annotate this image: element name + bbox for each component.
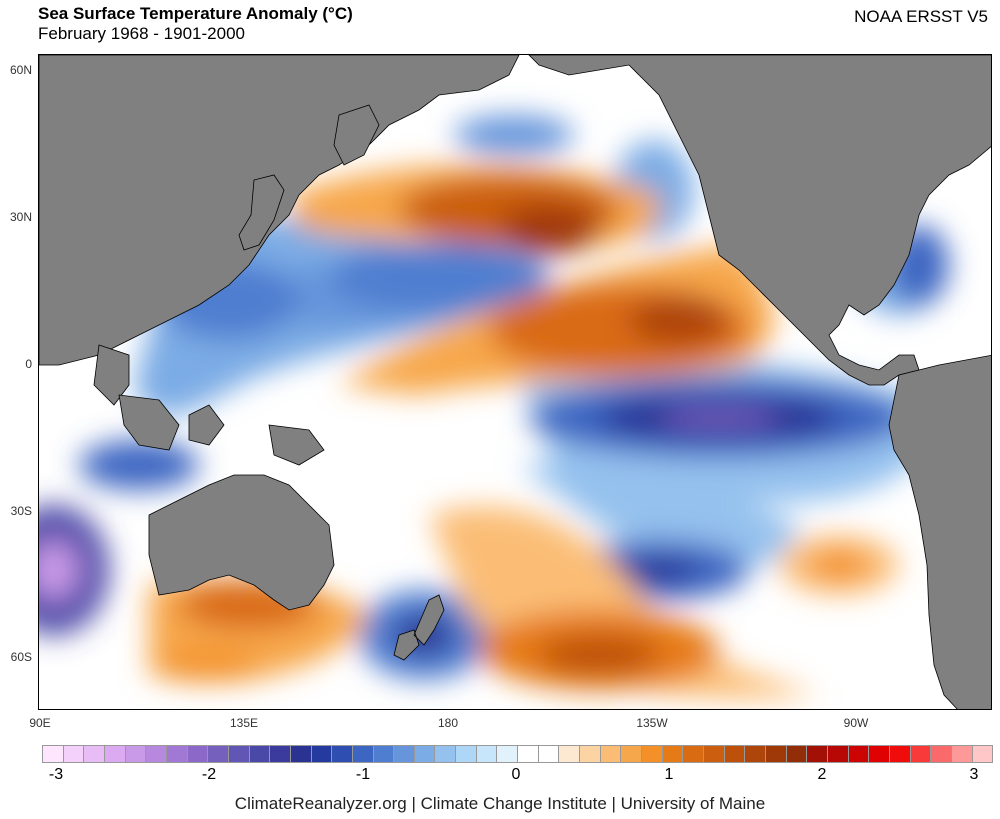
lon-label-180: 180 — [437, 716, 459, 730]
lat-label-60s: 60S — [10, 650, 32, 664]
colorbar-swatch — [393, 745, 415, 763]
colorbar-swatch — [42, 745, 64, 763]
colorbar-swatch — [207, 745, 229, 763]
chart-title: Sea Surface Temperature Anomaly (°C) — [38, 4, 353, 23]
colorbar-swatch — [289, 745, 312, 763]
colorbar-swatch — [785, 745, 808, 763]
new-zealand-landmass — [393, 594, 445, 661]
colorbar-swatch — [620, 745, 643, 763]
colorbar-swatch — [413, 745, 436, 763]
colorbar-swatch — [269, 745, 291, 763]
colorbar-swatch — [930, 745, 952, 763]
colorbar-swatch — [558, 745, 581, 763]
north-america-landmass — [528, 55, 991, 386]
colorbar-swatch — [641, 745, 663, 763]
colorbar-swatch — [83, 745, 105, 763]
colorbar-tick-label: 0 — [511, 766, 521, 783]
colorbar-swatch — [744, 745, 766, 763]
lat-label-equator: 0 — [25, 357, 32, 371]
colorbar-swatch — [599, 745, 622, 763]
colorbar-swatch — [475, 745, 498, 763]
colorbar-swatch — [517, 745, 539, 763]
colorbar-tick-label: 3 — [969, 766, 979, 783]
north-pacific-cool-core — [329, 242, 549, 312]
japan-islands — [238, 174, 285, 251]
credit-footer: ClimateReanalyzer.org | Climate Change I… — [234, 794, 766, 813]
colorbar-swatch — [868, 745, 890, 763]
colorbar-swatch — [248, 745, 271, 763]
colorbar-legend — [42, 745, 994, 763]
colorbar-swatch — [950, 745, 973, 763]
colorbar-swatch — [537, 745, 560, 763]
colorbar-swatch — [764, 745, 787, 763]
lat-label-60n: 60N — [9, 63, 32, 77]
lon-label-90w: 90W — [843, 716, 869, 730]
colorbar-swatch — [723, 745, 746, 763]
south-america-landmass — [888, 354, 991, 709]
colorbar-swatch — [165, 745, 188, 763]
colorbar-swatch — [103, 745, 126, 763]
colorbar-swatch — [331, 745, 353, 763]
colorbar-swatch — [806, 745, 828, 763]
colorbar-swatch — [888, 745, 911, 763]
colorbar-swatch — [496, 745, 519, 763]
colorbar-swatch — [971, 745, 994, 763]
colorbar-swatch — [579, 745, 601, 763]
colorbar-swatch — [62, 745, 85, 763]
colorbar-swatch — [434, 745, 457, 763]
colorbar-swatch — [186, 745, 209, 763]
colorbar-tick-label: -2 — [201, 766, 217, 783]
lat-label-30s: 30S — [10, 504, 32, 518]
maritime-continent-islands — [118, 394, 325, 466]
colorbar-swatch — [227, 745, 250, 763]
colorbar-swatch — [826, 745, 849, 763]
colorbar-swatch — [351, 745, 374, 763]
map-panel[interactable] — [38, 54, 992, 710]
lon-label-135w: 135W — [636, 716, 668, 730]
dataset-label: NOAA ERSST V5 — [854, 7, 988, 26]
chart-subtitle: February 1968 - 1901-2000 — [38, 24, 245, 43]
colorbar-swatch — [310, 745, 333, 763]
colorbar-tick-label: -1 — [355, 766, 371, 783]
colorbar-swatch — [145, 745, 167, 763]
colorbar-tick-label: 1 — [664, 766, 674, 783]
colorbar-tick-label: 2 — [817, 766, 827, 783]
colorbar-swatch — [455, 745, 477, 763]
kamchatka-peninsula — [333, 104, 380, 166]
colorbar-swatch — [661, 745, 684, 763]
lon-label-90e: 90E — [29, 716, 51, 730]
colorbar-swatch — [124, 745, 147, 763]
australia-landmass — [148, 474, 335, 611]
anomaly-map — [39, 55, 991, 709]
colorbar-swatch — [909, 745, 932, 763]
colorbar-tick-label: -3 — [48, 766, 64, 783]
colorbar-swatch — [372, 745, 395, 763]
colorbar-swatch — [847, 745, 870, 763]
colorbar-swatch — [682, 745, 704, 763]
lon-label-135e: 135E — [229, 716, 259, 730]
lat-label-30n: 30N — [9, 210, 32, 224]
colorbar-swatch — [703, 745, 725, 763]
